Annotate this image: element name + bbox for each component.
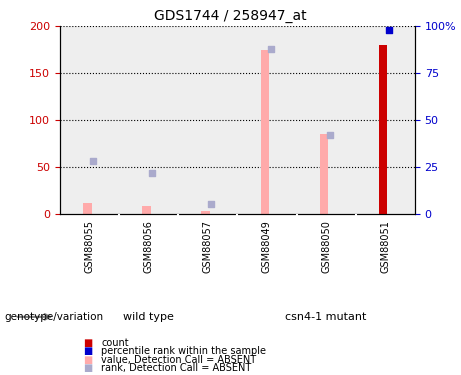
- Text: GSM88056: GSM88056: [144, 220, 154, 273]
- Text: wild type: wild type: [123, 312, 174, 322]
- Bar: [201, 211, 210, 214]
- Bar: [178, 26, 237, 214]
- Bar: [119, 26, 178, 214]
- Text: ■: ■: [83, 346, 92, 356]
- Bar: [260, 50, 269, 214]
- Point: [385, 27, 393, 33]
- Bar: [60, 26, 119, 214]
- Text: csn4-1 mutant: csn4-1 mutant: [285, 312, 367, 322]
- Bar: [379, 45, 387, 214]
- Text: percentile rank within the sample: percentile rank within the sample: [101, 346, 266, 356]
- Text: rank, Detection Call = ABSENT: rank, Detection Call = ABSENT: [101, 363, 252, 373]
- Bar: [142, 206, 151, 214]
- Bar: [320, 134, 328, 214]
- Text: genotype/variation: genotype/variation: [5, 312, 104, 322]
- Bar: [83, 202, 92, 214]
- Text: count: count: [101, 338, 129, 348]
- Text: GSM88049: GSM88049: [262, 220, 272, 273]
- Text: ■: ■: [83, 338, 92, 348]
- Bar: [356, 26, 415, 214]
- Bar: [296, 26, 356, 214]
- Text: GSM88055: GSM88055: [84, 220, 95, 273]
- Bar: [237, 26, 296, 214]
- Text: GSM88051: GSM88051: [380, 220, 390, 273]
- Text: ■: ■: [83, 355, 92, 364]
- Point: [267, 46, 274, 52]
- Text: GDS1744 / 258947_at: GDS1744 / 258947_at: [154, 9, 307, 23]
- Point: [326, 132, 333, 138]
- Point: [89, 158, 97, 164]
- Point: [208, 201, 215, 207]
- Text: GSM88057: GSM88057: [203, 220, 213, 273]
- Text: value, Detection Call = ABSENT: value, Detection Call = ABSENT: [101, 355, 256, 364]
- Text: ■: ■: [83, 363, 92, 373]
- Text: GSM88050: GSM88050: [321, 220, 331, 273]
- Point: [148, 170, 156, 176]
